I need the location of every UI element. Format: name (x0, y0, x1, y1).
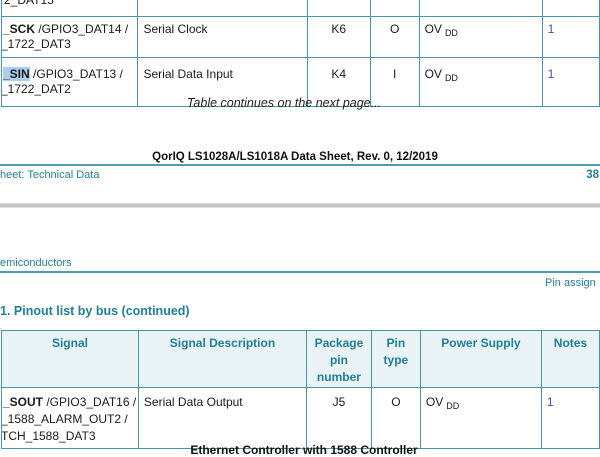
column-header-pin-type: Pin type (370, 330, 421, 388)
signal-alt-line2: _1722_DAT3 (1, 37, 71, 51)
notes-cell: 1 (541, 57, 600, 107)
header-rule (0, 271, 600, 273)
page-number: 38 (586, 169, 599, 181)
column-header-package-pin: Package pin number (306, 330, 372, 388)
power-supply-cell: OV DD (418, 57, 543, 107)
table-row-clipped: 2_DAT15 (0, 0, 600, 17)
table-section-header: Ethernet Controller with 1588 Controller (190, 443, 418, 457)
column-header-power-supply: Power Supply (419, 330, 542, 388)
package-pin-cell: K6 (306, 16, 371, 58)
footer-rule (0, 164, 600, 166)
table-row: _SIN /GPIO3_DAT13 / _1722_DAT2 Serial Da… (0, 57, 600, 107)
search-highlight: _SIN (3, 67, 30, 81)
signal-name: _SOUT (3, 395, 44, 409)
page-break-divider (0, 203, 600, 208)
signal-alt-names: /GPIO3_DAT14 / (35, 22, 129, 36)
note-link[interactable]: 1 (547, 22, 555, 36)
signal-alt-line3: TCH_1588_DAT3 (1, 429, 96, 443)
column-header-signal: Signal (1, 330, 139, 388)
pin-type-cell: O (369, 16, 420, 58)
page-header-company: emiconductors (0, 257, 72, 269)
package-pin-cell: J5 (306, 387, 372, 449)
signal-alt-names: /GPIO3_DAT16 / (43, 395, 137, 409)
clipped-signal-fragment: 2_DAT15 (4, 0, 54, 7)
pinout-table-page2: Signal Signal Description Package pin nu… (1, 330, 600, 449)
footer-subtitle: heet: Technical Data (0, 169, 100, 181)
table-continuation-note: Table continues on the next page... (186, 96, 382, 110)
supply-subscript: DD (446, 401, 460, 411)
signal-description-cell: Serial Data Input (137, 57, 308, 107)
signal-cell: _SIN /GPIO3_DAT13 / _1722_DAT2 (0, 57, 139, 107)
pinout-table-page1: 2_DAT15 _SCK /GPIO3_DAT14 / _1722_DAT3 S… (0, 0, 600, 107)
table-header-row: Signal Signal Description Package pin nu… (1, 330, 600, 388)
package-pin-cell: K4 (306, 57, 371, 107)
signal-cell: 2_DAT15 (0, 0, 139, 17)
supply-subscript: DD (444, 28, 458, 38)
signal-cell: _SCK /GPIO3_DAT14 / _1722_DAT3 (0, 16, 139, 58)
signal-alt-names: /GPIO3_DAT13 / (29, 67, 123, 81)
column-header-description: Signal Description (137, 330, 308, 388)
notes-cell: 1 (540, 387, 600, 449)
column-header-notes: Notes (540, 330, 600, 388)
document-footer-title: QorIQ LS1028A/LS1018A Data Sheet, Rev. 0… (152, 151, 438, 163)
pin-type-cell: O (370, 387, 421, 449)
note-link[interactable]: 1 (546, 395, 554, 409)
signal-description-cell: Serial Data Output (137, 387, 308, 449)
signal-cell: _SOUT /GPIO3_DAT16 / _1588_ALARM_OUT2 / … (1, 387, 139, 449)
signal-alt-line2: _1722_DAT2 (1, 82, 71, 96)
table-row: _SOUT /GPIO3_DAT16 / _1588_ALARM_OUT2 / … (1, 387, 600, 449)
pin-type-cell: I (369, 57, 420, 107)
note-link[interactable]: 1 (547, 67, 555, 81)
table-row: _SCK /GPIO3_DAT14 / _1722_DAT3 Serial Cl… (0, 16, 600, 58)
signal-description-cell: Serial Clock (137, 16, 308, 58)
signal-name: _SCK (3, 22, 36, 36)
power-supply-cell: OV DD (418, 16, 543, 58)
signal-alt-line2: _1588_ALARM_OUT2 / (1, 412, 128, 426)
power-supply-cell: OV DD (419, 387, 542, 449)
supply-subscript: DD (444, 73, 458, 83)
notes-cell: 1 (541, 16, 600, 58)
table-caption: 1. Pinout list by bus (continued) (0, 304, 190, 318)
page-header-section: Pin assign (545, 277, 596, 289)
